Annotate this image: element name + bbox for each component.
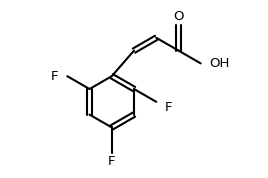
Text: O: O [173,10,184,23]
Text: F: F [165,101,173,114]
Text: F: F [51,70,58,83]
Text: OH: OH [210,57,230,70]
Text: F: F [108,155,116,168]
